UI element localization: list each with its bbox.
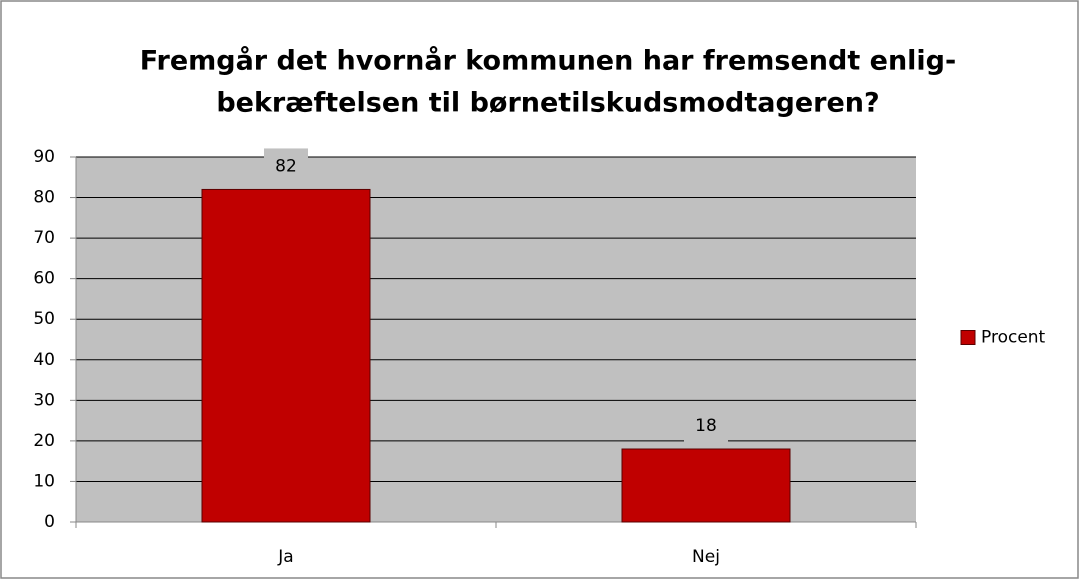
x-tick-label: Ja: [277, 547, 293, 567]
data-label: 82: [275, 156, 297, 176]
chart-title: Fremgår det hvornår kommunen har fremsen…: [140, 45, 956, 77]
y-tick-label: 20: [33, 431, 55, 451]
legend-swatch: [960, 330, 976, 345]
y-tick-label: 60: [33, 269, 55, 289]
chart-title: bekræftelsen til børnetilskudsmodtageren…: [216, 88, 879, 119]
x-tick-label: Nej: [692, 547, 720, 567]
y-tick-label: 50: [33, 309, 55, 329]
y-tick-label: 90: [33, 147, 55, 167]
bar: [621, 448, 791, 523]
y-tick-label: 30: [33, 390, 55, 410]
y-tick-label: 40: [33, 350, 55, 370]
legend-label: Procent: [981, 328, 1046, 348]
bar: [201, 188, 371, 523]
data-label: 18: [695, 416, 717, 436]
data-label-box: [264, 148, 308, 183]
data-label-box: [684, 408, 728, 442]
y-tick-label: 0: [44, 512, 55, 532]
y-tick-label: 80: [33, 188, 55, 208]
y-tick-label: 70: [33, 228, 55, 248]
y-tick-label: 10: [33, 471, 55, 491]
